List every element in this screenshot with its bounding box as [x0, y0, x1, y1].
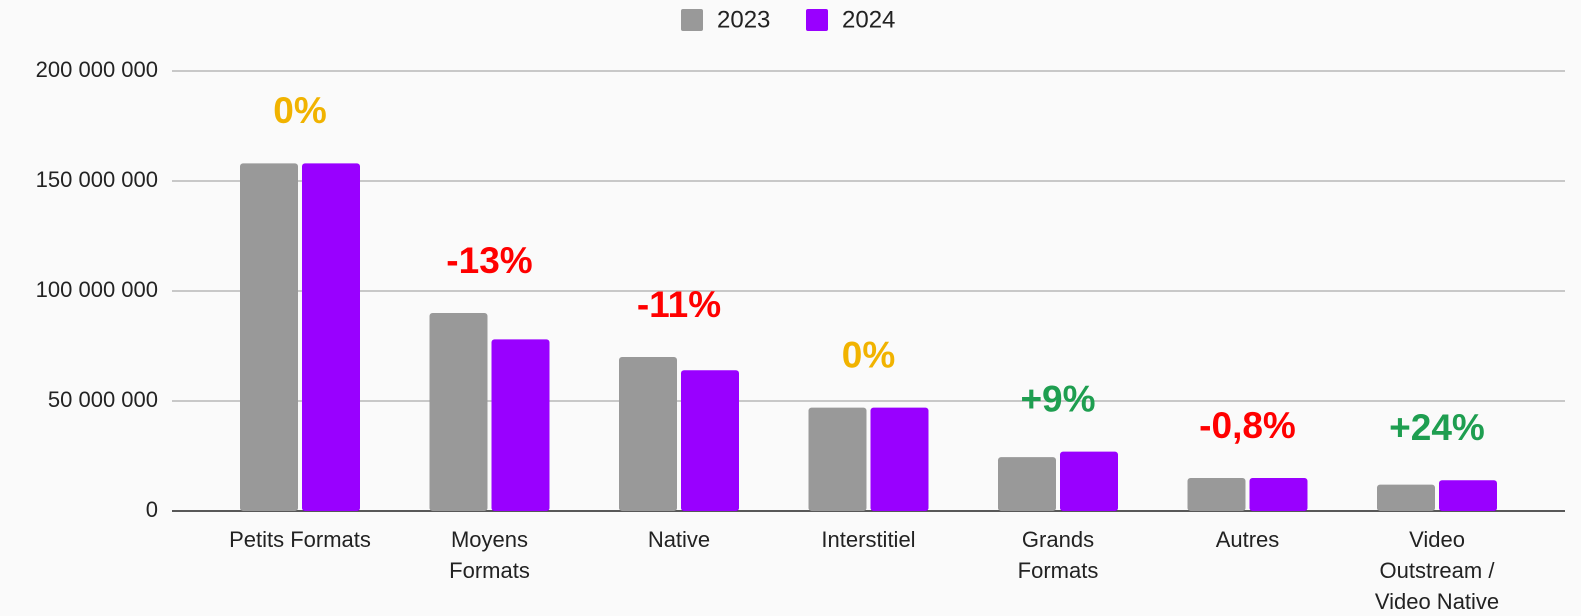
bar — [302, 163, 360, 511]
bar — [1060, 451, 1118, 511]
bar — [240, 163, 298, 511]
bar — [808, 407, 867, 511]
bar — [1187, 478, 1246, 511]
annotation: +9% — [1020, 378, 1095, 419]
annotation: 0% — [273, 90, 326, 131]
annotation: +24% — [1389, 407, 1485, 448]
legend-label: 2024 — [842, 6, 895, 33]
y-tick-label: 50 000 000 — [48, 387, 158, 412]
x-tick-label: Autres — [1215, 527, 1280, 552]
bar — [491, 339, 550, 511]
x-tick-label: Interstitiel — [821, 527, 916, 552]
bar — [681, 370, 739, 511]
legend-swatch — [806, 9, 828, 31]
x-tick-label: Video Outstream / Video Native — [1374, 527, 1500, 614]
bar — [1249, 478, 1308, 511]
x-tick-label: Grands Formats — [1017, 527, 1099, 583]
bar — [619, 357, 677, 511]
bar — [429, 313, 488, 511]
annotation: -0,8% — [1199, 405, 1296, 446]
x-tick-label: Native — [647, 527, 711, 552]
x-tick-label: Petits Formats — [229, 527, 371, 552]
annotation: -13% — [446, 240, 532, 281]
bar — [1439, 480, 1497, 511]
y-tick-label: 200 000 000 — [36, 57, 158, 82]
y-tick-label: 100 000 000 — [36, 277, 158, 302]
y-tick-label: 0 — [146, 497, 158, 522]
bar — [870, 407, 929, 511]
legend-swatch — [681, 9, 703, 31]
x-tick-label: Moyens Formats — [449, 527, 530, 583]
bar — [1377, 484, 1435, 511]
y-tick-label: 150 000 000 — [36, 167, 158, 192]
annotation: 0% — [842, 334, 895, 375]
annotation: -11% — [637, 284, 721, 325]
bar — [998, 457, 1056, 511]
legend-label: 2023 — [717, 6, 770, 33]
